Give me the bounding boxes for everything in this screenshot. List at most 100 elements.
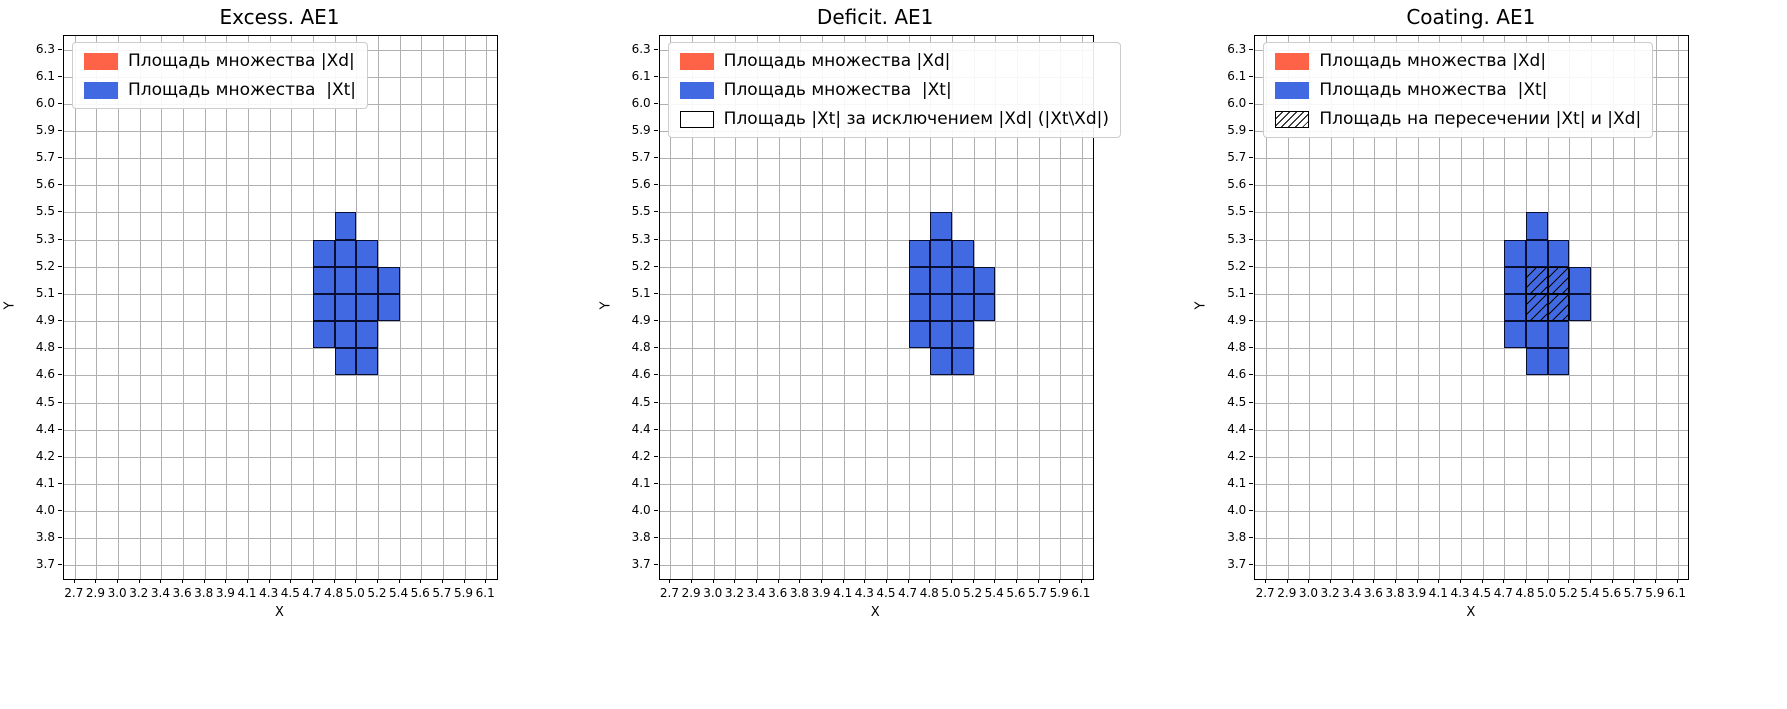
x-tick-mark bbox=[1546, 579, 1548, 583]
x-tick-mark bbox=[311, 579, 313, 583]
y-tick-mark bbox=[1249, 48, 1254, 50]
y-tick-mark bbox=[58, 130, 62, 132]
xt-region-cell bbox=[356, 239, 378, 267]
y-tick-label: 3.8 bbox=[631, 530, 651, 545]
gridline-vertical bbox=[269, 36, 271, 579]
gridline-vertical bbox=[1038, 36, 1040, 579]
legend: Площадь множества |Xd| Площадь множества … bbox=[72, 42, 369, 109]
x-tick-mark bbox=[398, 579, 400, 583]
y-tick-label: 5.9 bbox=[631, 123, 651, 138]
y-tick-mark bbox=[58, 537, 62, 539]
x-tick-mark bbox=[333, 579, 335, 583]
y-tick-label: 5.5 bbox=[631, 204, 651, 219]
gridline-horizontal bbox=[1255, 185, 1689, 187]
x-tick-label: 3.6 bbox=[768, 586, 788, 600]
y-tick-label: 4.5 bbox=[1227, 394, 1247, 409]
y-tick-mark bbox=[58, 211, 62, 213]
y-tick-mark bbox=[653, 428, 658, 430]
legend-item: Площадь множества |Xt| bbox=[84, 80, 356, 100]
gridline-horizontal bbox=[659, 402, 1093, 404]
xt-region-cell bbox=[908, 321, 931, 349]
x-tick-label: 4.3 bbox=[854, 586, 874, 600]
xt-region-cell bbox=[334, 348, 357, 376]
x-tick-mark bbox=[1330, 579, 1332, 583]
x-tick-label: 5.4 bbox=[1580, 586, 1600, 600]
xt-region-cell bbox=[356, 293, 378, 322]
y-tick-mark bbox=[58, 75, 62, 77]
x-tick-mark bbox=[799, 579, 801, 583]
y-tick-mark bbox=[653, 401, 658, 403]
y-tick-mark bbox=[1249, 184, 1254, 186]
y-tick-mark bbox=[58, 510, 62, 512]
intersection-hatch-cell bbox=[1547, 266, 1570, 294]
gridline-vertical bbox=[1374, 36, 1376, 579]
y-tick-mark bbox=[1249, 374, 1254, 376]
gridline-horizontal bbox=[64, 565, 497, 567]
legend-swatch-xt bbox=[1275, 81, 1310, 99]
x-tick-label: 3.2 bbox=[1320, 586, 1340, 600]
gridline-vertical bbox=[692, 36, 694, 579]
gridline-horizontal bbox=[659, 293, 1093, 295]
x-tick-label: 5.6 bbox=[1006, 586, 1026, 600]
y-tick-label: 5.3 bbox=[35, 231, 55, 246]
x-tick-mark bbox=[1059, 579, 1061, 583]
gridline-horizontal bbox=[64, 158, 497, 160]
gridline-vertical bbox=[226, 36, 228, 579]
x-axis-label: X bbox=[275, 605, 284, 620]
y-tick-label: 4.9 bbox=[631, 313, 651, 328]
x-tick-label: 4.7 bbox=[1493, 586, 1513, 600]
x-tick-label: 4.8 bbox=[324, 586, 344, 600]
gridline-horizontal bbox=[659, 511, 1093, 513]
x-tick-mark bbox=[160, 579, 162, 583]
gridline-horizontal bbox=[64, 483, 497, 485]
xt-region-cell bbox=[951, 293, 974, 322]
plot-coating: Coating. AE1 2.7 2.9 3.0 3.2 3.4 3.6 3.8 3.9 4.1 4… bbox=[1191, 0, 1787, 709]
y-tick-label: 6.1 bbox=[1227, 68, 1247, 83]
y-tick-mark bbox=[653, 130, 658, 132]
x-tick-label: 3.4 bbox=[1342, 586, 1362, 600]
y-tick-label: 3.8 bbox=[1227, 530, 1247, 545]
plot-title: Excess. AE1 bbox=[219, 5, 340, 29]
y-tick-label: 6.0 bbox=[1227, 95, 1247, 110]
x-tick-label: 5.0 bbox=[1537, 586, 1557, 600]
x-tick-label: 3.4 bbox=[150, 586, 170, 600]
gridline-horizontal bbox=[64, 538, 497, 540]
y-tick-label: 5.2 bbox=[35, 258, 55, 273]
y-tick-label: 4.8 bbox=[631, 340, 651, 355]
y-tick-label: 5.5 bbox=[1227, 204, 1247, 219]
xt-region-cell bbox=[951, 321, 974, 349]
x-tick-mark bbox=[355, 579, 357, 583]
x-tick-label: 4.7 bbox=[898, 586, 918, 600]
x-tick-mark bbox=[247, 579, 249, 583]
gridline-vertical bbox=[1352, 36, 1354, 579]
y-tick-mark bbox=[653, 482, 658, 484]
plot-deficit: Deficit. AE1 2.7 2.9 3.0 3.2 3.4 3.6 3.8 3.9 4.1 4… bbox=[596, 0, 1192, 709]
xt-region-cell bbox=[356, 266, 378, 294]
y-tick-mark bbox=[1249, 211, 1254, 213]
x-tick-label: 5.9 bbox=[1049, 586, 1069, 600]
x-tick-label: 4.7 bbox=[302, 586, 322, 600]
y-tick-mark bbox=[653, 537, 658, 539]
gridline-horizontal bbox=[64, 239, 497, 241]
x-tick-label: 5.0 bbox=[941, 586, 961, 600]
x-tick-mark bbox=[182, 579, 184, 583]
legend-swatch-xt bbox=[84, 81, 118, 99]
xt-region-cell bbox=[312, 239, 335, 267]
y-tick-label: 5.1 bbox=[1227, 285, 1247, 300]
gridline-horizontal bbox=[64, 402, 497, 404]
x-tick-mark bbox=[1351, 579, 1353, 583]
y-tick-label: 6.0 bbox=[35, 95, 55, 110]
xt-region-cell bbox=[356, 348, 378, 376]
xt-region-cell bbox=[1547, 321, 1570, 349]
gridline-vertical bbox=[183, 36, 185, 579]
gridline-vertical bbox=[204, 36, 206, 579]
gridline-horizontal bbox=[659, 239, 1093, 241]
y-tick-mark bbox=[1249, 510, 1254, 512]
x-tick-mark bbox=[842, 579, 844, 583]
x-tick-label: 3.8 bbox=[1385, 586, 1405, 600]
x-tick-label: 6.1 bbox=[1071, 586, 1091, 600]
x-tick-label: 2.7 bbox=[1255, 586, 1275, 600]
gridline-vertical bbox=[1612, 36, 1614, 579]
y-tick-label: 5.6 bbox=[35, 177, 55, 192]
